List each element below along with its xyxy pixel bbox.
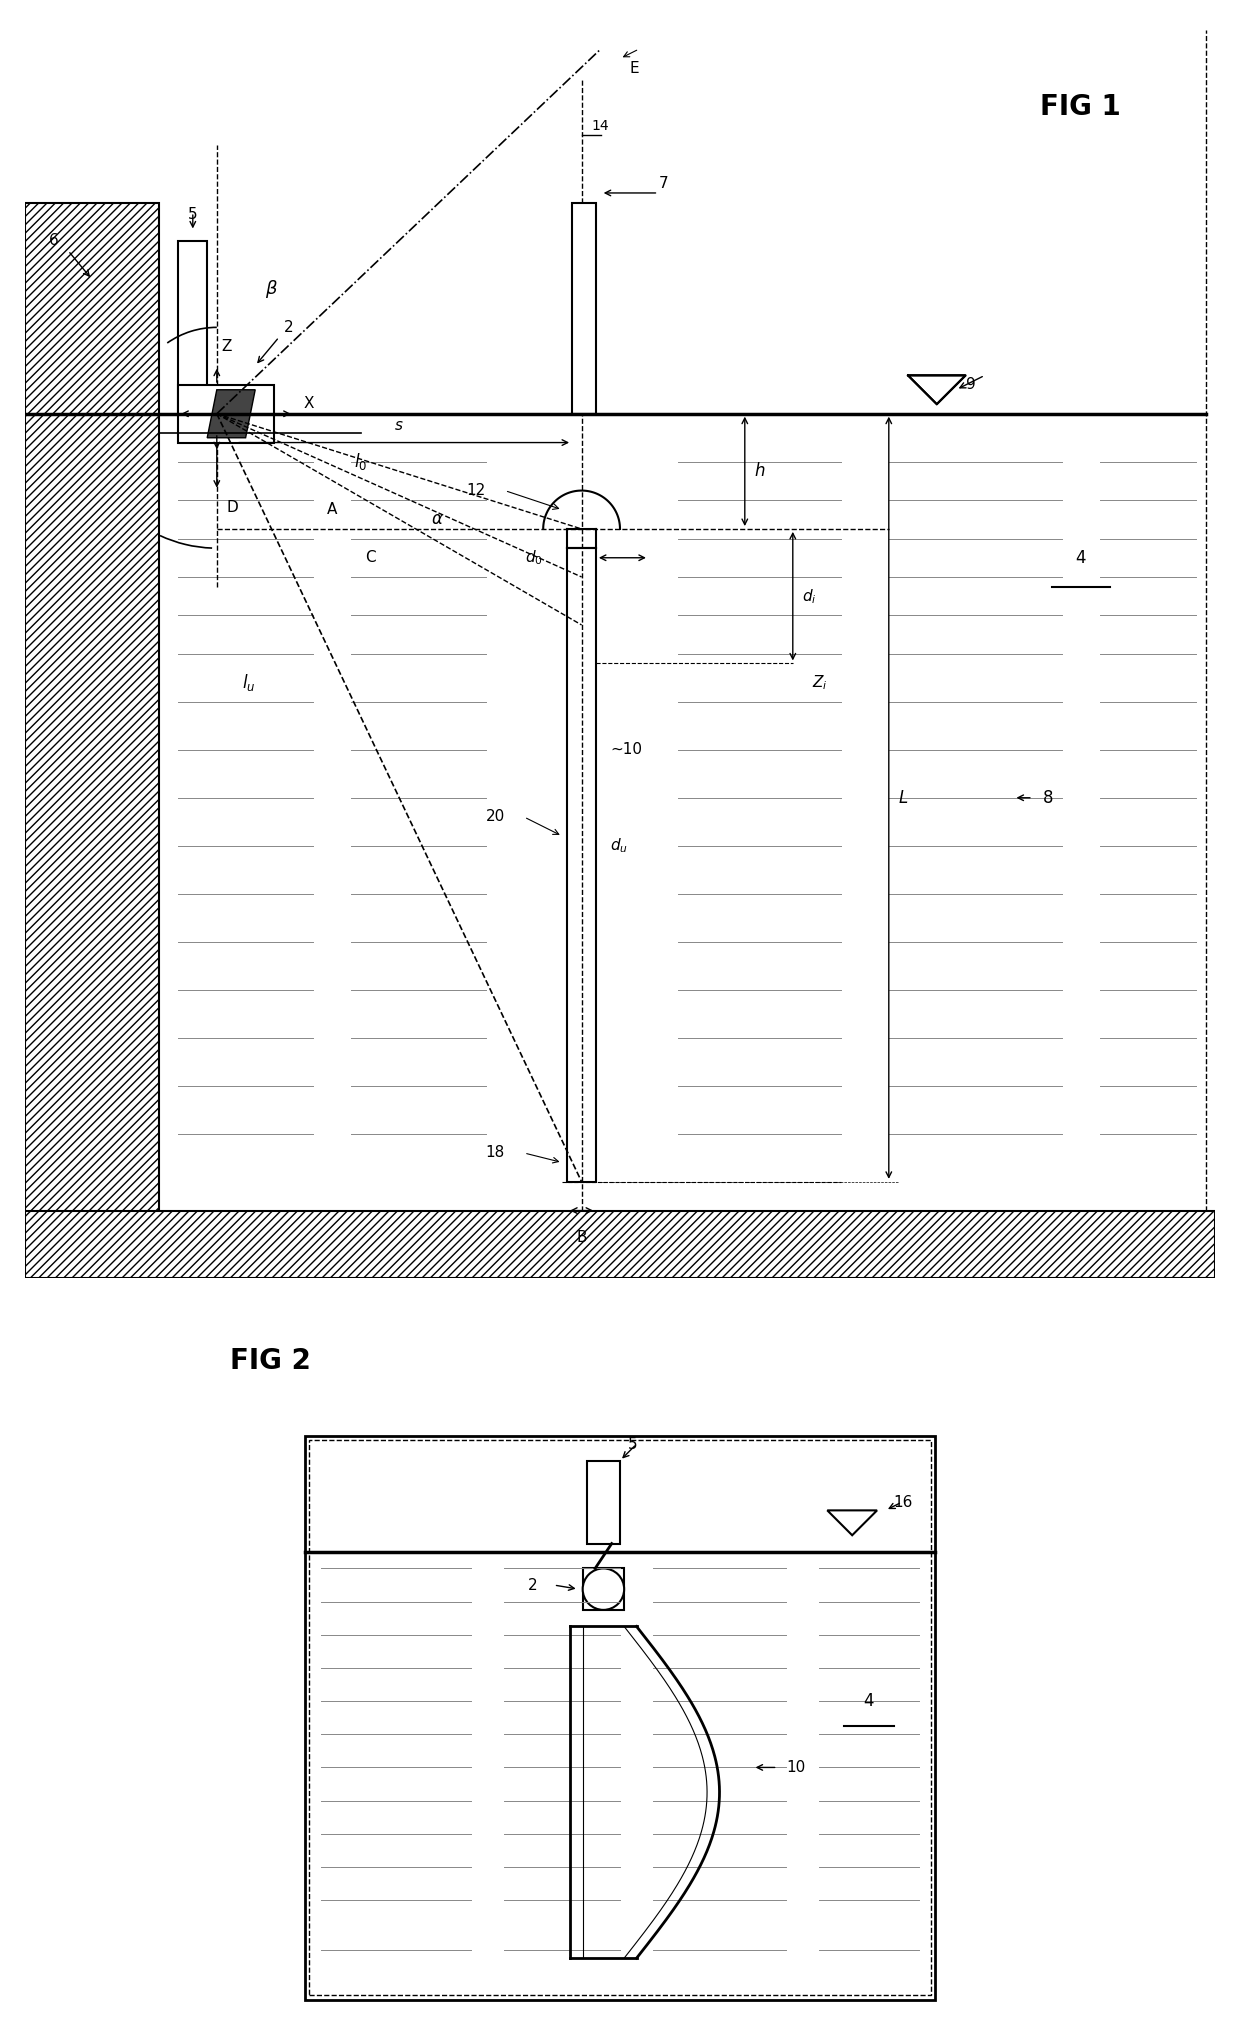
Bar: [305, 1436, 935, 2000]
Text: $d_u$: $d_u$: [610, 836, 629, 856]
Text: 4: 4: [863, 1692, 874, 1710]
Polygon shape: [827, 1510, 877, 1534]
Polygon shape: [908, 376, 966, 405]
Bar: [179, 241, 207, 415]
Text: 2: 2: [284, 321, 294, 335]
Text: $l_u$: $l_u$: [242, 672, 255, 693]
Polygon shape: [908, 376, 966, 405]
Polygon shape: [207, 390, 255, 437]
Bar: [25, 202, 159, 1277]
Bar: [567, 548, 596, 1181]
Text: 14: 14: [591, 118, 609, 133]
Text: 8: 8: [1043, 789, 1053, 807]
Text: 20: 20: [486, 809, 505, 825]
Text: ~10: ~10: [610, 742, 642, 758]
Text: 18: 18: [486, 1146, 505, 1160]
Text: E: E: [630, 61, 640, 76]
Bar: [25, 1211, 1215, 1277]
Text: A: A: [327, 503, 337, 517]
Bar: [25, 202, 159, 1277]
Text: h: h: [754, 462, 765, 480]
Text: FIG 1: FIG 1: [1040, 92, 1121, 121]
Bar: [25, 1211, 1215, 1277]
Text: X: X: [304, 396, 314, 411]
Text: $l_0$: $l_0$: [355, 452, 367, 472]
Text: B: B: [577, 1230, 587, 1244]
Text: s: s: [396, 419, 403, 433]
Text: 12: 12: [466, 482, 486, 498]
Text: 9: 9: [966, 378, 976, 392]
Text: 2: 2: [527, 1577, 537, 1591]
Circle shape: [583, 1569, 624, 1610]
Text: Z: Z: [222, 339, 232, 353]
Text: $\beta$: $\beta$: [265, 278, 278, 300]
Bar: [587, 1461, 620, 1545]
Text: $Z_i$: $Z_i$: [812, 672, 827, 693]
Text: FIG 2: FIG 2: [231, 1346, 311, 1375]
Text: 16: 16: [894, 1495, 913, 1510]
Text: L: L: [899, 789, 908, 807]
Text: D: D: [227, 501, 238, 515]
Bar: [309, 1440, 931, 1996]
Bar: [179, 384, 274, 443]
Text: 5: 5: [629, 1436, 637, 1451]
Text: $d_0$: $d_0$: [526, 548, 543, 568]
Text: C: C: [365, 550, 376, 566]
Text: $\alpha$: $\alpha$: [432, 511, 444, 529]
Text: 10: 10: [786, 1759, 805, 1775]
Bar: [583, 1569, 624, 1610]
Text: 6: 6: [48, 233, 58, 249]
Text: $d_i$: $d_i$: [802, 586, 817, 605]
Text: 4: 4: [1075, 550, 1086, 566]
Text: 5: 5: [188, 206, 197, 223]
Text: 7: 7: [658, 176, 668, 190]
Bar: [572, 202, 596, 415]
